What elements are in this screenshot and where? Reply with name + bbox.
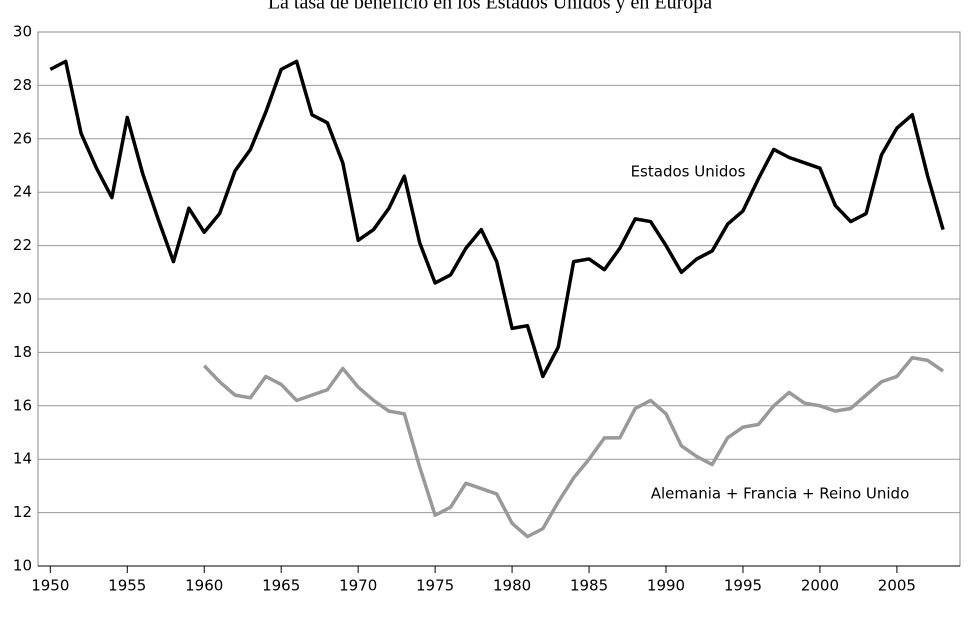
x-tick-label: 2005 [878, 577, 916, 595]
x-tick-label: 1965 [262, 577, 300, 595]
chart-title: La tasa de beneficio en los Estados Unid… [268, 0, 712, 14]
x-tick-label: 1960 [185, 577, 223, 595]
series-line [49, 59, 945, 379]
y-tick-label: 24 [13, 183, 32, 201]
x-tick-label: 1985 [570, 577, 608, 595]
x-tick-label: 1990 [647, 577, 685, 595]
x-tick-label: 1975 [416, 577, 454, 595]
x-tick-label: 1995 [724, 577, 762, 595]
x-tick-label: 1950 [31, 577, 69, 595]
x-tick-label: 1955 [108, 577, 146, 595]
y-tick-label: 28 [13, 76, 32, 94]
series-label: Alemania + Francia + Reino Unido [651, 485, 910, 503]
x-tick-label: 2000 [801, 577, 839, 595]
y-tick-label: 16 [13, 396, 32, 414]
x-tick-label: 1980 [493, 577, 531, 595]
series-label: Estados Unidos [631, 163, 746, 181]
y-tick-label: 12 [13, 503, 32, 521]
y-tick-label: 14 [13, 450, 32, 468]
y-tick-label: 18 [13, 343, 32, 361]
y-tick-label: 20 [13, 290, 32, 308]
series-line [202, 355, 945, 539]
y-tick-label: 22 [13, 236, 32, 254]
x-tick-label: 1970 [339, 577, 377, 595]
y-tick-label: 26 [13, 129, 32, 147]
y-tick-label: 30 [13, 23, 32, 41]
y-tick-label: 10 [13, 557, 32, 575]
